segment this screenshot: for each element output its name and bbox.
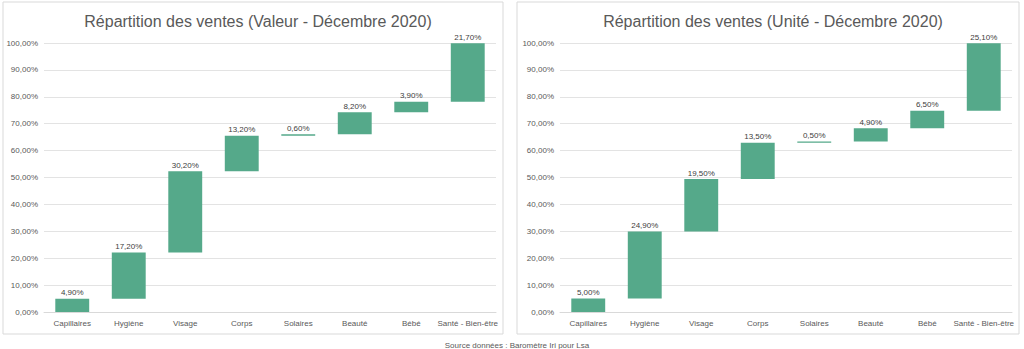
svg-text:Bébé: Bébé bbox=[918, 319, 937, 328]
svg-text:90,00%: 90,00% bbox=[527, 65, 554, 74]
svg-text:0,60%: 0,60% bbox=[287, 124, 310, 133]
svg-text:20,00%: 20,00% bbox=[527, 254, 554, 263]
svg-text:13,50%: 13,50% bbox=[744, 132, 771, 141]
svg-text:Répartition des ventes (Unité: Répartition des ventes (Unité - Décembre… bbox=[603, 13, 943, 30]
svg-text:Visage: Visage bbox=[173, 319, 198, 328]
svg-text:8,20%: 8,20% bbox=[343, 102, 366, 111]
svg-text:19,50%: 19,50% bbox=[688, 169, 715, 178]
svg-text:30,00%: 30,00% bbox=[527, 227, 554, 236]
svg-text:Santé - Bien-être: Santé - Bien-être bbox=[438, 319, 499, 328]
svg-text:6,50%: 6,50% bbox=[916, 100, 939, 109]
svg-text:100,00%: 100,00% bbox=[522, 39, 554, 48]
svg-text:Solaires: Solaires bbox=[800, 319, 829, 328]
svg-text:Visage: Visage bbox=[689, 319, 714, 328]
svg-text:50,00%: 50,00% bbox=[11, 173, 38, 182]
svg-text:70,00%: 70,00% bbox=[11, 119, 38, 128]
svg-text:5,00%: 5,00% bbox=[577, 288, 600, 297]
svg-text:80,00%: 80,00% bbox=[527, 92, 554, 101]
svg-text:Hygiène: Hygiène bbox=[114, 319, 144, 328]
svg-text:Santé - Bien-être: Santé - Bien-être bbox=[954, 319, 1015, 328]
svg-text:30,00%: 30,00% bbox=[11, 227, 38, 236]
svg-text:20,00%: 20,00% bbox=[11, 254, 38, 263]
svg-text:13,20%: 13,20% bbox=[228, 125, 255, 134]
svg-text:100,00%: 100,00% bbox=[6, 39, 38, 48]
svg-text:10,00%: 10,00% bbox=[527, 281, 554, 290]
svg-text:80,00%: 80,00% bbox=[11, 92, 38, 101]
svg-text:4,90%: 4,90% bbox=[61, 288, 84, 297]
svg-text:Source données : Baromètre Iri: Source données : Baromètre Iri pour Lsa bbox=[445, 341, 590, 349]
svg-text:Solaires: Solaires bbox=[284, 319, 313, 328]
svg-text:Corps: Corps bbox=[231, 319, 252, 328]
svg-text:Hygiène: Hygiène bbox=[630, 319, 660, 328]
svg-text:0,00%: 0,00% bbox=[15, 308, 38, 317]
svg-text:60,00%: 60,00% bbox=[11, 146, 38, 155]
svg-text:70,00%: 70,00% bbox=[527, 119, 554, 128]
svg-text:40,00%: 40,00% bbox=[11, 200, 38, 209]
svg-text:Capillaires: Capillaires bbox=[54, 319, 91, 328]
svg-text:40,00%: 40,00% bbox=[527, 200, 554, 209]
svg-text:10,00%: 10,00% bbox=[11, 281, 38, 290]
svg-text:17,20%: 17,20% bbox=[115, 242, 142, 251]
svg-text:50,00%: 50,00% bbox=[527, 173, 554, 182]
svg-text:25,10%: 25,10% bbox=[970, 33, 997, 42]
svg-text:0,00%: 0,00% bbox=[531, 308, 554, 317]
svg-text:4,90%: 4,90% bbox=[859, 118, 882, 127]
svg-text:Beauté: Beauté bbox=[858, 319, 884, 328]
svg-text:0,50%: 0,50% bbox=[803, 131, 826, 140]
svg-text:60,00%: 60,00% bbox=[527, 146, 554, 155]
svg-text:3,90%: 3,90% bbox=[400, 91, 423, 100]
svg-text:Capillaires: Capillaires bbox=[570, 319, 607, 328]
svg-text:90,00%: 90,00% bbox=[11, 65, 38, 74]
svg-text:21,70%: 21,70% bbox=[454, 33, 481, 42]
svg-text:Bébé: Bébé bbox=[402, 319, 421, 328]
svg-text:Répartition des ventes (Valeur: Répartition des ventes (Valeur - Décembr… bbox=[84, 13, 431, 30]
svg-text:Corps: Corps bbox=[747, 319, 768, 328]
svg-text:Beauté: Beauté bbox=[342, 319, 368, 328]
svg-text:30,20%: 30,20% bbox=[172, 161, 199, 170]
svg-text:24,90%: 24,90% bbox=[631, 221, 658, 230]
